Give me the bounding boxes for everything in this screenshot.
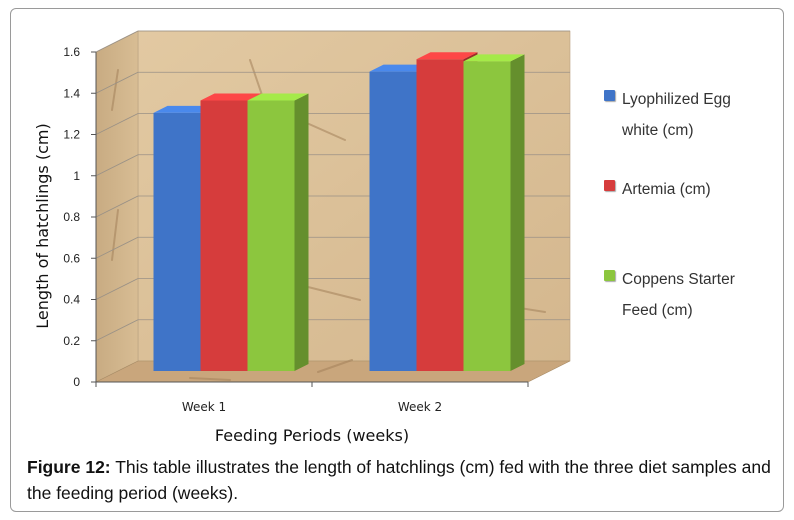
y-tick-label: 0	[73, 375, 80, 389]
wall-texture-mark	[189, 377, 231, 381]
legend-swatch	[604, 90, 615, 101]
y-tick-label: 0.6	[63, 251, 80, 265]
bar-front	[153, 112, 201, 371]
gridline	[95, 278, 139, 300]
x-tick-label: Week 1	[182, 400, 226, 414]
gridline	[95, 319, 139, 342]
gridline	[95, 236, 139, 259]
gridline	[95, 71, 139, 94]
axes: 0 0.2 0.4 0.6 0.8 1 1.2 1.4 1.6 Week 1 Week 2 Feedi…	[33, 45, 529, 445]
y-tick-label: 0.8	[63, 210, 80, 224]
legend-swatch	[604, 270, 615, 281]
bar-top	[200, 93, 262, 101]
bar-top	[463, 54, 525, 62]
bar-top	[369, 64, 431, 72]
bar-front	[369, 71, 417, 371]
bar	[463, 54, 525, 371]
bar-top	[416, 52, 478, 60]
bar-front	[416, 59, 464, 371]
bar-top	[153, 105, 215, 113]
figure-caption: Figure 12: This table illustrates the le…	[27, 454, 772, 506]
gridline	[95, 154, 139, 177]
bar-top	[247, 93, 309, 101]
x-axis-title: Feeding Periods (weeks)	[215, 426, 409, 445]
wall-texture-mark	[317, 359, 353, 373]
bars	[153, 52, 525, 371]
bar	[247, 93, 309, 371]
caption-text: This table illustrates the length of hat…	[27, 457, 771, 503]
bar-side	[294, 93, 309, 371]
caption-label: Figure 12:	[27, 457, 111, 477]
bar-front	[463, 61, 511, 371]
bar-front	[247, 100, 295, 371]
y-tick-label: 1.6	[63, 45, 80, 59]
legend-swatch	[604, 180, 615, 191]
y-tick-label: 1.2	[63, 128, 80, 142]
wall-texture-mark	[111, 69, 119, 111]
wall-texture-mark	[299, 284, 361, 301]
bar-side	[510, 54, 525, 371]
chart: 0 0.2 0.4 0.6 0.8 1 1.2 1.4 1.6 Week 1 Week 2 Feedi…	[33, 30, 571, 445]
gridline	[95, 113, 139, 135]
bar-front	[200, 100, 248, 371]
wall-texture-mark	[111, 209, 119, 261]
gridline	[95, 30, 139, 53]
y-tick-label: 1	[73, 169, 80, 183]
y-tick-label: 0.4	[63, 293, 80, 307]
gridline	[95, 195, 139, 218]
x-tick-label: Week 2	[398, 400, 442, 414]
legend-label: Artemia (cm)	[622, 181, 711, 198]
y-tick-label: 0.2	[63, 334, 80, 348]
legend-label: Coppens Starter Feed (cm)	[622, 271, 735, 319]
y-tick-label: 1.4	[63, 86, 80, 100]
legend-label: Lyophilized Egg white (cm)	[622, 91, 731, 139]
y-axis-title: Length of hatchlings (cm)	[33, 123, 52, 328]
wall-texture-mark	[249, 59, 263, 96]
